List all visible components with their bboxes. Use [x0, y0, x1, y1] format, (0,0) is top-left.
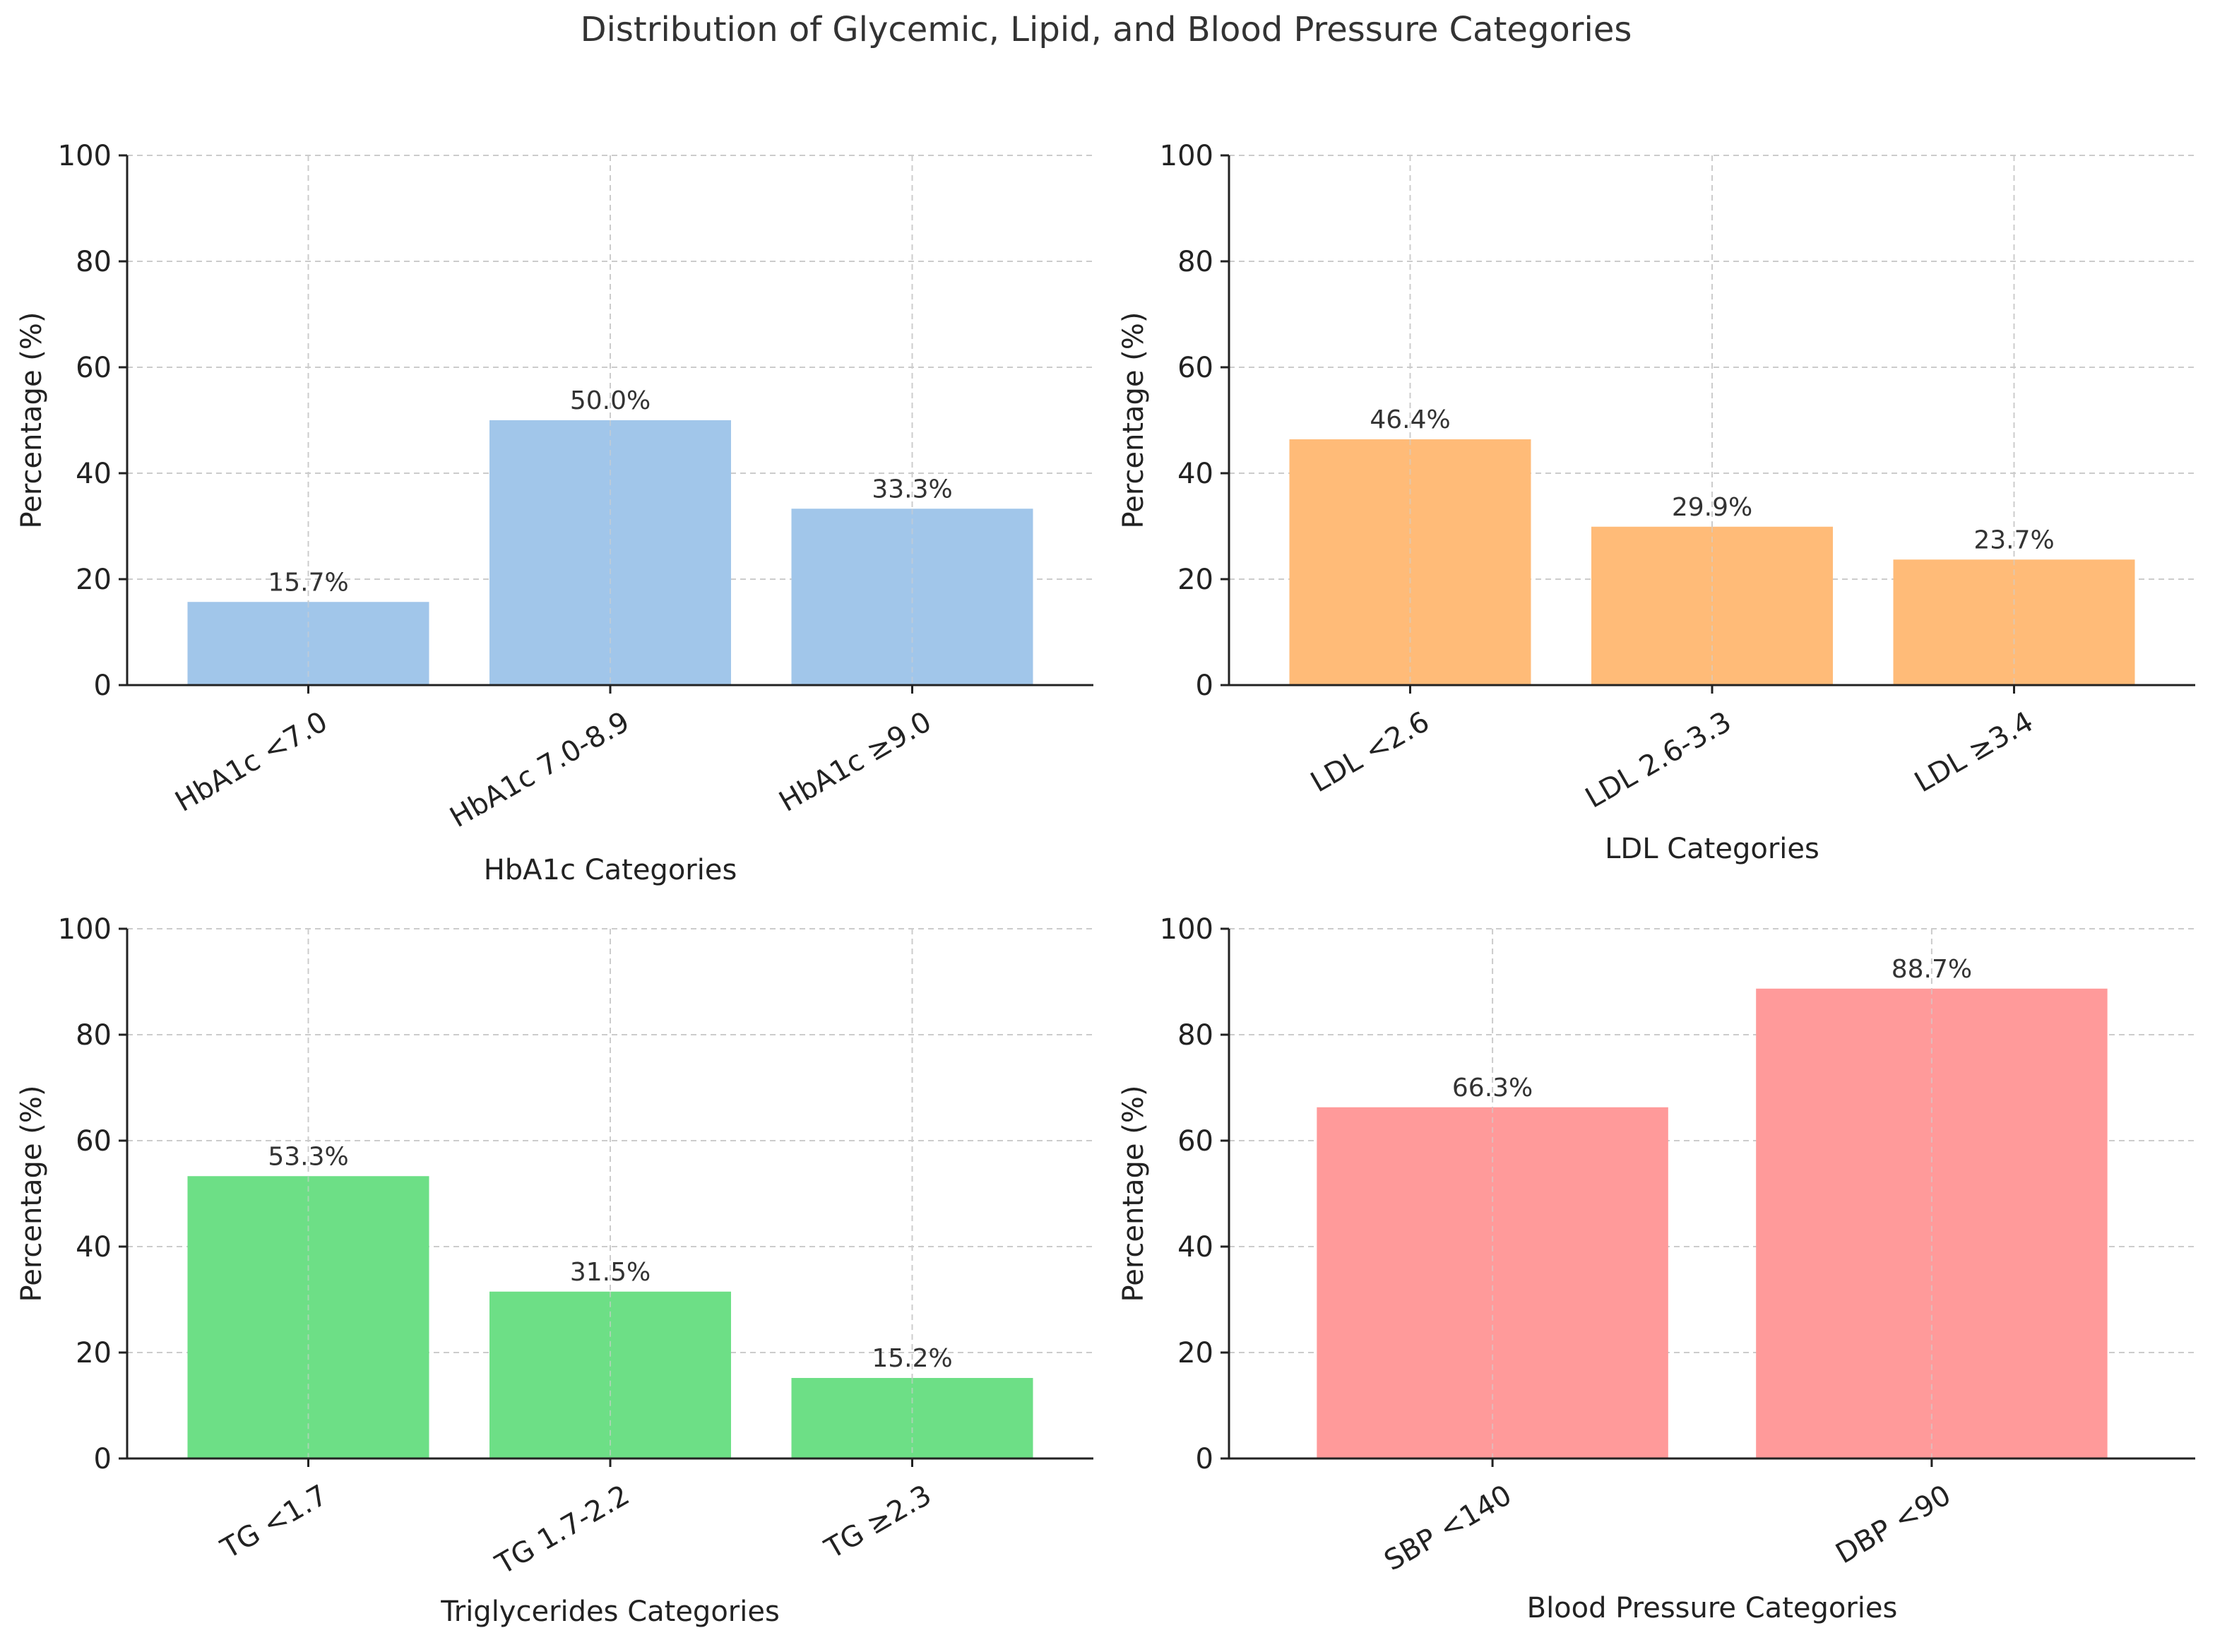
x-tick-label: HbA1c 7.0-8.9: [444, 706, 635, 834]
y-tick-label: 20: [1177, 1337, 1213, 1369]
y-tick-label: 40: [76, 1231, 112, 1264]
y-tick-label: 80: [1177, 246, 1213, 278]
y-tick-label: 80: [1177, 1019, 1213, 1052]
data-label: 33.3%: [872, 475, 952, 504]
y-axis-label: Percentage (%): [1117, 312, 1150, 529]
data-label: 15.2%: [872, 1344, 952, 1373]
figure-title: Distribution of Glycemic, Lipid, and Blo…: [581, 10, 1632, 49]
y-tick-label: 20: [76, 564, 112, 596]
data-label: 23.7%: [1973, 525, 2054, 554]
x-tick-label: HbA1c ≥9.0: [774, 706, 937, 819]
y-tick-label: 60: [1177, 1125, 1213, 1158]
data-label: 15.7%: [268, 568, 348, 597]
x-axis-label: Blood Pressure Categories: [1527, 1592, 1898, 1624]
y-tick-label: 20: [1177, 564, 1213, 596]
y-tick-label: 100: [1160, 913, 1213, 946]
y-axis-label: Percentage (%): [1117, 1086, 1150, 1302]
data-label: 46.4%: [1370, 405, 1450, 434]
x-tick-label: DBP <90: [1830, 1479, 1956, 1571]
bar-2: [1756, 988, 2108, 1458]
y-tick-label: 20: [76, 1337, 112, 1369]
data-label: 29.9%: [1672, 493, 1752, 522]
y-tick-label: 80: [76, 246, 112, 278]
y-tick-label: 40: [76, 458, 112, 490]
x-tick-label: TG ≥2.3: [819, 1479, 937, 1566]
y-tick-label: 100: [1160, 140, 1213, 172]
y-tick-label: 60: [1177, 352, 1213, 384]
data-label: 31.5%: [570, 1258, 651, 1287]
y-axis-label: Percentage (%): [16, 1086, 48, 1302]
data-label: 66.3%: [1452, 1074, 1533, 1103]
y-tick-label: 80: [76, 1019, 112, 1052]
y-tick-label: 0: [1196, 1443, 1213, 1475]
x-axis-label: LDL Categories: [1605, 833, 1819, 865]
y-tick-label: 100: [58, 140, 112, 172]
chart-panel-4: 66.3% 88.7% 0 20 40 60 80 100 SBP <140 DBP <90 Blo…: [1117, 913, 2195, 1624]
x-tick-label: SBP <140: [1379, 1479, 1517, 1578]
y-axis-label: Percentage (%): [16, 312, 48, 529]
bar-1: [1317, 1107, 1668, 1458]
y-tick-label: 0: [94, 670, 112, 702]
y-tick-label: 100: [58, 913, 112, 946]
y-tick-label: 0: [94, 1443, 112, 1475]
chart-panel-3: 53.3% 31.5% 15.2% 0 20 40 60 80 100 TG <1.7 TG 1.7…: [16, 913, 1093, 1628]
x-axis-label: HbA1c Categories: [484, 854, 737, 886]
x-tick-label: HbA1c <7.0: [170, 706, 333, 819]
chart-panel-2: 46.4% 29.9% 23.7% 0 20 40 60 80 100 LDL <2.6 LDL 2…: [1117, 140, 2195, 865]
bar-3: [791, 509, 1033, 685]
chart-panel-1: 15.7% 50.0% 33.3% 0 20 40 60 80 100 HbA1c <7.0 HbA…: [16, 140, 1093, 886]
y-tick-label: 40: [1177, 458, 1213, 490]
x-tick-label: TG 1.7-2.2: [489, 1479, 635, 1581]
data-label: 50.0%: [570, 386, 651, 415]
x-tick-label: LDL <2.6: [1305, 706, 1435, 799]
data-label: 88.7%: [1892, 955, 1972, 984]
y-tick-label: 60: [76, 1125, 112, 1158]
y-tick-label: 60: [76, 352, 112, 384]
data-label: 53.3%: [268, 1142, 348, 1171]
x-axis-label: Triglycerides Categories: [440, 1595, 780, 1628]
x-tick-label: TG <1.7: [215, 1479, 333, 1566]
x-tick-label: LDL ≥3.4: [1909, 706, 2038, 799]
y-tick-label: 40: [1177, 1231, 1213, 1264]
x-tick-label: LDL 2.6-3.3: [1580, 706, 1737, 815]
y-tick-label: 0: [1196, 670, 1213, 702]
